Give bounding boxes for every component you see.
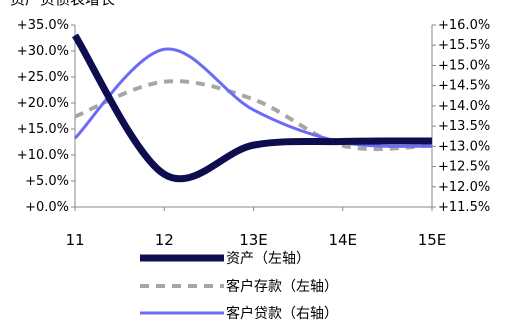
- series-line-2: [74, 79, 433, 152]
- right-tick-label: +12.5%: [438, 160, 490, 175]
- right-tick-label: +15.0%: [438, 58, 490, 73]
- left-tick-label: +5.0%: [25, 174, 69, 189]
- series-line-3: [73, 47, 433, 148]
- x-tick-label: 14E: [328, 231, 357, 249]
- legend-label: 客户贷款（右轴）: [226, 305, 338, 322]
- right-tick-label: +11.5%: [438, 200, 490, 215]
- series-line-1: [72, 33, 433, 183]
- right-tick-label: +14.5%: [438, 79, 490, 94]
- left-tick-label: +20.0%: [17, 96, 69, 111]
- right-tick-label: +16.0%: [438, 18, 490, 33]
- legend: 资产（左轴） 客户存款（左轴） 客户贷款（右轴）: [140, 251, 338, 322]
- x-tick-label: 15E: [418, 231, 447, 249]
- x-tick-label: 12: [155, 231, 174, 249]
- left-tick-label: +0.0%: [25, 200, 69, 215]
- x-tick-label: 11: [65, 231, 84, 249]
- x-tick-label: 13E: [239, 231, 268, 249]
- left-tick-label: +35.0%: [17, 18, 69, 33]
- right-tick-label: +13.0%: [438, 139, 490, 154]
- right-tick-label: +13.5%: [438, 119, 490, 134]
- left-tick-label: +25.0%: [17, 70, 69, 85]
- legend-label: 客户存款（左轴）: [226, 278, 338, 295]
- left-tick-label: +15.0%: [17, 122, 69, 137]
- right-tick-label: +12.0%: [438, 180, 490, 195]
- left-tick-label: +30.0%: [17, 44, 69, 59]
- left-tick-label: +10.0%: [17, 148, 69, 163]
- right-tick-label: +14.0%: [438, 99, 490, 114]
- chart-title: 资产负债表增长: [10, 0, 115, 8]
- axes: +0.0% +5.0% +10.0% +15.0% +20.0% +25.0% +30.0%…: [17, 18, 490, 249]
- plot-area: [72, 33, 433, 183]
- right-tick-label: +15.5%: [438, 38, 490, 53]
- legend-label: 资产（左轴）: [226, 251, 310, 267]
